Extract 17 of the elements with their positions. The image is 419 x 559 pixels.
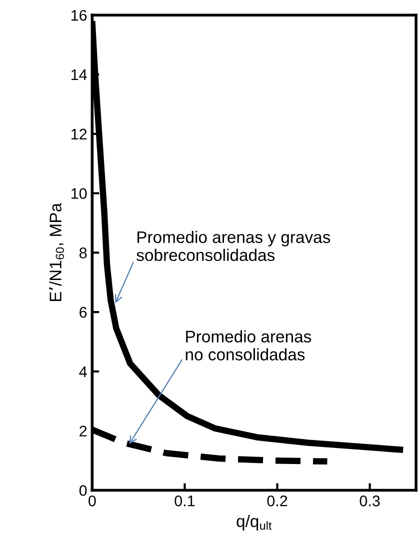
y-tick-label: 2: [80, 426, 87, 436]
x-tick-label: 0.2: [267, 496, 288, 506]
x-tick-label: 0: [88, 496, 96, 506]
x-axis-title: q/q$_{ult}$: [236, 514, 272, 530]
annotation: Promedio arenas no consolidadas: [186, 330, 312, 360]
y-tick-label: 8: [79, 248, 87, 258]
y-tick-label: 0: [79, 485, 87, 496]
y-tick-label: 6: [80, 306, 87, 318]
y-tick-label: 14: [71, 70, 87, 80]
y-tick-label: 12: [71, 128, 87, 140]
y-axis-title: E’/N1$_{60}$, MPa: [49, 202, 64, 302]
x-tick-label: 0.1: [174, 496, 195, 506]
annotation: Promedio arenas y gravas sobreconsolidadas: [136, 230, 330, 262]
y-tick-label: 10: [71, 188, 87, 199]
y-tick-label: 4: [79, 366, 87, 377]
x-tick-label: 0.3: [360, 496, 380, 506]
y-tick-label: 16: [71, 10, 87, 21]
